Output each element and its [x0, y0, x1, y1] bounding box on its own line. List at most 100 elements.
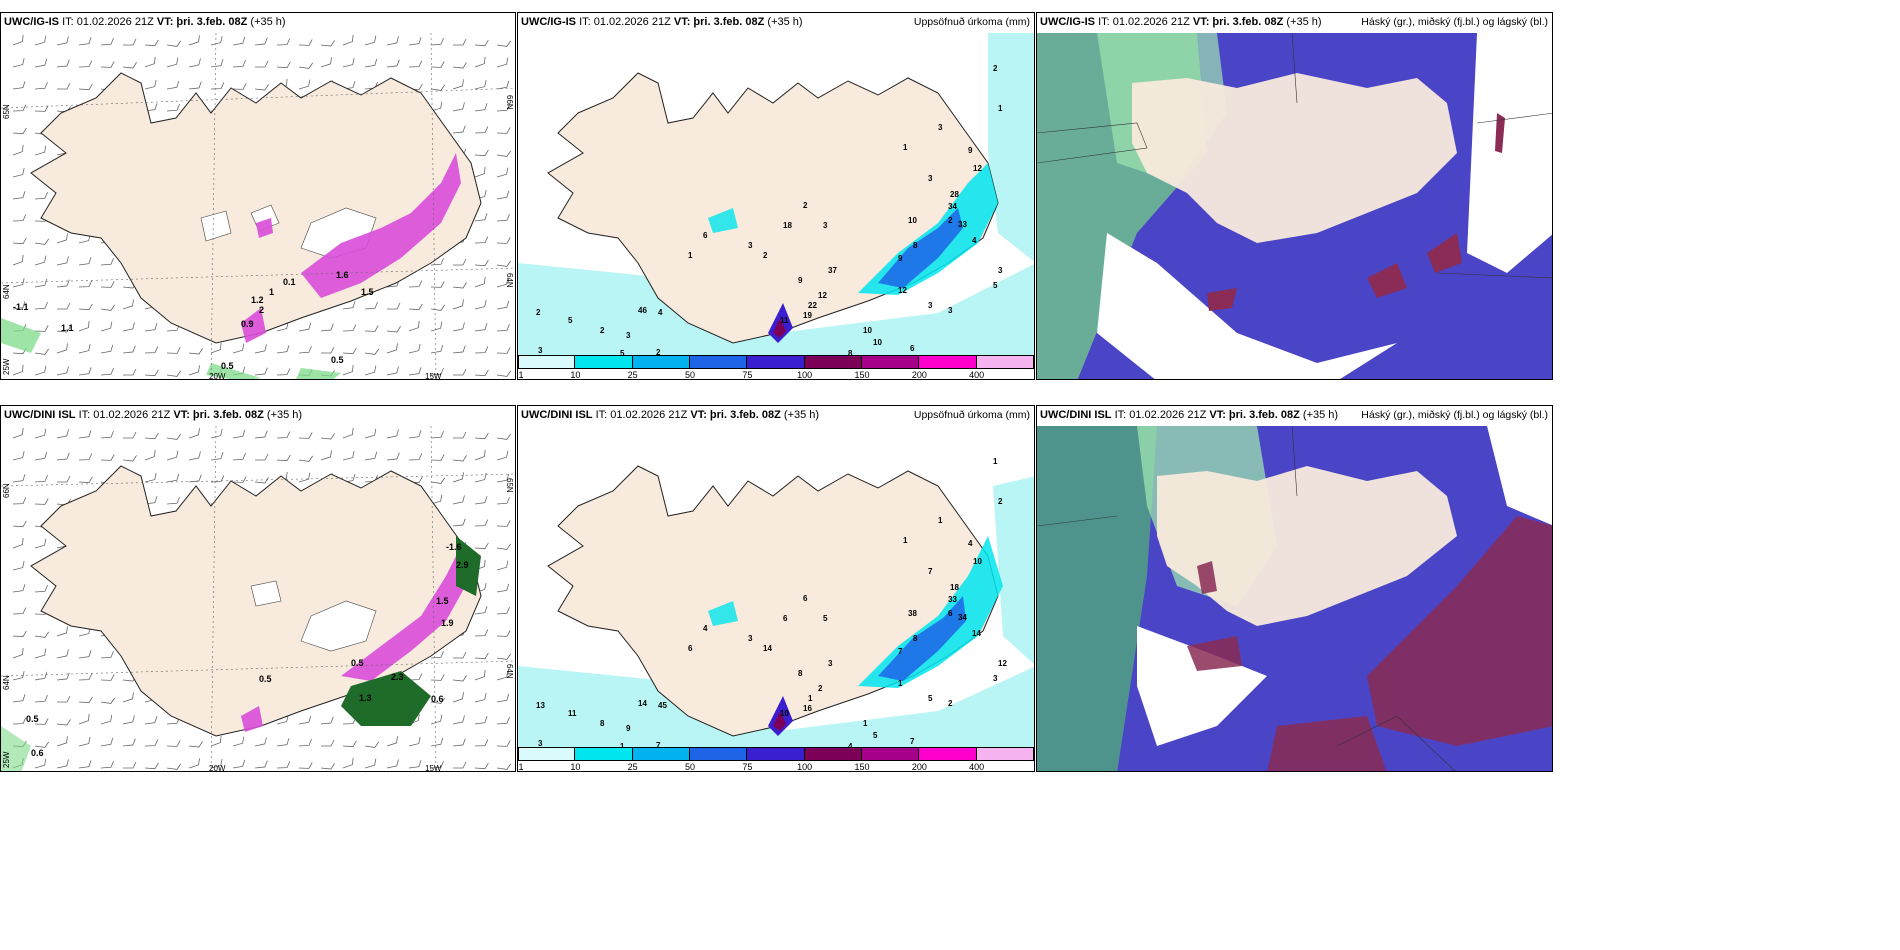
- cloud-cover-map: [1037, 426, 1552, 771]
- wind-barb: [496, 543, 512, 550]
- wind-barb: [430, 321, 443, 332]
- value-label: 0.5: [259, 674, 272, 684]
- wind-barb: [342, 427, 354, 439]
- init-time: IT: 01.02.2026 21Z: [595, 409, 688, 421]
- wind-barb: [452, 472, 464, 483]
- wind-barb: [34, 105, 49, 112]
- valid-label: VT:: [173, 409, 190, 421]
- wind-barb: [12, 717, 27, 725]
- wind-barb: [496, 670, 509, 681]
- wind-barb: [364, 741, 380, 748]
- wind-barb: [232, 59, 246, 68]
- colorbar-tick-label: 200: [911, 762, 927, 772]
- panel-title: UWC/IG-IS IT: 01.02.2026 21Z VT: þri. 3.…: [4, 16, 286, 28]
- value-label: 10: [973, 557, 982, 566]
- value-label: 3: [626, 331, 631, 340]
- wind-barb: [276, 761, 291, 769]
- wind-barb: [453, 368, 467, 376]
- valid-time: þri. 3.feb. 08Z: [192, 409, 264, 421]
- wind-barb: [430, 760, 444, 769]
- wind-barb: [78, 650, 92, 659]
- wind-barb: [100, 714, 113, 725]
- wind-barb: [408, 453, 423, 461]
- wind-barb: [56, 429, 69, 439]
- wind-barb: [123, 368, 137, 376]
- wind-barb: [100, 344, 114, 354]
- value-label: 0.5: [351, 658, 364, 668]
- lat-label: 65N: [505, 478, 514, 493]
- wind-barb: [254, 344, 267, 354]
- wind-barb: [56, 36, 69, 46]
- wind-barb: [320, 433, 335, 440]
- value-label: 6: [910, 344, 915, 353]
- wind-barb: [298, 79, 311, 90]
- wind-barb: [144, 762, 159, 770]
- wind-barb: [320, 763, 335, 770]
- wind-barb: [12, 560, 25, 571]
- wind-barb: [34, 58, 48, 68]
- value-label: 34: [948, 202, 957, 211]
- sea-precip: [993, 476, 1034, 665]
- value-label: 0.1: [283, 277, 296, 287]
- wind-barb: [298, 715, 312, 725]
- lon-label: 25W: [2, 358, 11, 375]
- valid-time: þri. 3.feb. 08Z: [176, 16, 248, 28]
- wind-barb: [474, 79, 487, 90]
- wind-barb: [474, 299, 487, 310]
- wind-barb: [408, 280, 423, 288]
- value-label: 1: [808, 694, 813, 703]
- wind-barb: [408, 430, 422, 439]
- panel-clouds-igis: UWC/IG-IS IT: 01.02.2026 21Z VT: þri. 3.…: [1036, 12, 1553, 380]
- wind-barb: [276, 738, 290, 747]
- value-label: 14: [763, 644, 772, 653]
- value-label: 7: [656, 741, 661, 748]
- wind-barb: [408, 343, 421, 354]
- wind-barb: [276, 38, 291, 46]
- wind-barb: [342, 301, 356, 310]
- init-time: IT: 01.02.2026 21Z: [1098, 16, 1190, 28]
- wind-barb: [56, 719, 71, 726]
- wind-barb: [78, 37, 92, 46]
- wind-barb: [34, 671, 48, 681]
- wind-barb: [122, 455, 137, 462]
- wind-barb: [12, 427, 24, 439]
- init-time: IT: 01.02.2026 21Z: [78, 409, 171, 421]
- wind-barb: [496, 763, 512, 770]
- lat-label: 64N: [2, 675, 11, 690]
- wind-barb: [100, 321, 113, 332]
- model-name: UWC/IG-IS: [521, 16, 576, 28]
- wind-barb: [474, 716, 488, 725]
- panel-accum-igis: UWC/IG-IS IT: 01.02.2026 21Z VT: þri. 3.…: [517, 12, 1035, 380]
- value-label: 37: [828, 266, 837, 275]
- wind-barb: [56, 452, 70, 461]
- wind-barb: [474, 369, 489, 377]
- wind-barb: [144, 39, 159, 47]
- wind-barb: [166, 80, 180, 90]
- value-label: 0.5: [221, 361, 234, 371]
- value-label: 1: [863, 719, 868, 728]
- value-label: 5: [928, 694, 933, 703]
- value-label: 1.1: [61, 323, 74, 333]
- wind-barb: [122, 715, 135, 725]
- wind-barb: [34, 498, 49, 505]
- wind-barb: [144, 432, 159, 440]
- wind-barb: [166, 103, 180, 112]
- precip-colorbar: 1 10 25 50 75 100 150 200 400: [518, 355, 1034, 379]
- wind-barb: [496, 150, 512, 157]
- wind-barb: [453, 258, 467, 266]
- wind-barb: [474, 236, 489, 244]
- wind-barb: [56, 626, 68, 637]
- value-label: 0.5: [26, 714, 39, 724]
- wind-barb: [78, 673, 93, 681]
- wind-barb: [144, 346, 159, 354]
- wind-barb: [144, 739, 159, 747]
- wind-barb: [123, 38, 137, 46]
- cloud-cover-map: [1037, 33, 1552, 379]
- value-label: 1: [620, 742, 625, 748]
- clear-sky: [1137, 626, 1267, 746]
- value-label: 18: [950, 583, 959, 592]
- wind-barb: [188, 428, 200, 439]
- wind-barb: [210, 452, 224, 461]
